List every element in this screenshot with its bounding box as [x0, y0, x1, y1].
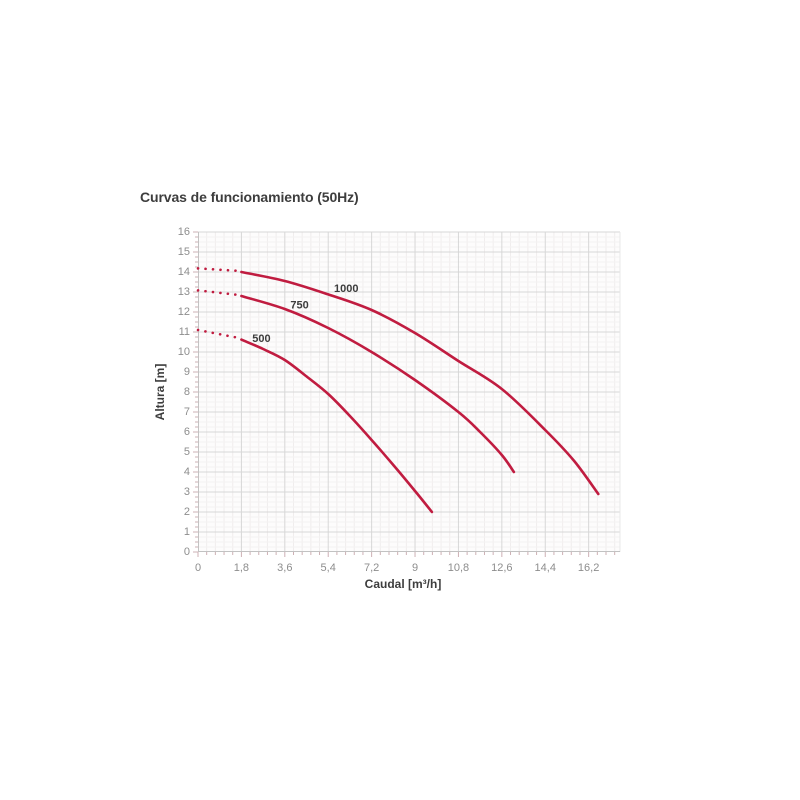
chart-title: Curvas de funcionamiento (50Hz): [140, 189, 359, 205]
series-label-1000: 1000: [334, 283, 358, 295]
x-tick-label: 9: [411, 562, 419, 574]
plot-area: 500 750 1000: [193, 231, 621, 557]
x-tick-label: 7,2: [363, 562, 380, 574]
y-tick-label: 16: [177, 226, 190, 238]
y-tick-label: 5: [183, 446, 190, 458]
y-tick-label: 9: [183, 366, 190, 378]
x-tick-label: 14,4: [534, 562, 556, 574]
x-tick-label: 16,2: [577, 562, 600, 574]
y-tick-label: 7: [183, 406, 190, 418]
y-tick-label: 2: [183, 506, 190, 518]
y-tick-label: 13: [177, 286, 190, 298]
y-tick-label: 12: [177, 306, 190, 318]
y-tick-label: 6: [183, 426, 190, 438]
x-tick-label: 1,8: [233, 562, 250, 574]
y-tick-label: 10: [177, 346, 190, 358]
curve-dotted-lead-500: [196, 328, 239, 339]
x-tick-label: 10,8: [447, 562, 470, 574]
y-tick-label: 11: [178, 326, 190, 338]
x-tick-label: 5,4: [320, 562, 336, 574]
pump-curves-plot: 500 750 1000: [193, 231, 621, 557]
x-axis-title: Caudal [m³/h]: [364, 577, 442, 591]
curve-dotted-lead-750: [196, 289, 239, 297]
series-label-500: 500: [252, 333, 270, 345]
y-tick-label: 15: [177, 246, 190, 258]
curve-750: [240, 294, 516, 474]
curve-500: [240, 338, 434, 514]
y-tick-label: 3: [183, 486, 190, 498]
curve-1000: [240, 270, 600, 496]
y-tick-label: 8: [183, 386, 190, 398]
curve-dotted-lead-1000: [196, 267, 239, 273]
x-tick-label: 12,6: [491, 562, 513, 574]
x-tick-label: 3,6: [277, 562, 293, 574]
y-tick-label: 1: [183, 526, 190, 538]
y-tick-label: 4: [183, 466, 190, 478]
y-tick-label: 14: [177, 266, 190, 278]
x-tick-label: 0: [194, 562, 202, 574]
y-tick-label: 0: [183, 546, 190, 558]
series-label-750: 750: [290, 299, 308, 311]
